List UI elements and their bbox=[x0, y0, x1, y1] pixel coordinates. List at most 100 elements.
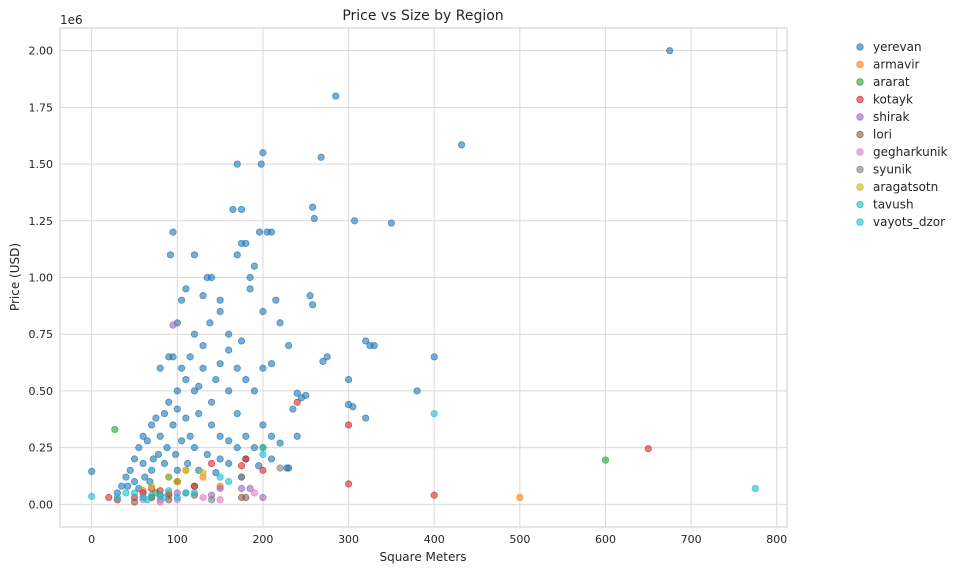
data-point-yerevan bbox=[225, 459, 233, 468]
data-point-yerevan bbox=[149, 455, 157, 463]
data-point-yerevan bbox=[267, 360, 276, 368]
data-point-yerevan bbox=[233, 444, 241, 452]
data-point-vayots_dzor bbox=[225, 478, 233, 486]
data-point-yerevan bbox=[430, 353, 438, 361]
data-point-yerevan bbox=[177, 437, 186, 445]
data-point-aragatsotn bbox=[173, 478, 181, 486]
data-point-yerevan bbox=[148, 466, 156, 474]
legend: yerevan armavir ararat kotayk shirak lori gegh… bbox=[856, 40, 948, 229]
legend-label: shirak bbox=[873, 110, 909, 124]
legend-entry-ararat: ararat bbox=[856, 75, 910, 89]
data-point-kotayk bbox=[190, 482, 199, 490]
data-point-kotayk bbox=[105, 493, 113, 502]
data-point-yerevan bbox=[156, 432, 164, 440]
data-point-yerevan bbox=[186, 432, 194, 440]
data-point-yerevan bbox=[666, 47, 674, 55]
legend-label: vayots_dzor bbox=[873, 215, 945, 229]
data-point-yerevan bbox=[139, 432, 147, 440]
y-tick-label: 1.75 bbox=[29, 101, 54, 114]
data-point-syunik bbox=[276, 464, 284, 472]
data-point-yerevan bbox=[285, 341, 293, 350]
legend-marker bbox=[856, 95, 864, 104]
data-point-yerevan bbox=[160, 459, 169, 468]
legend-label: syunik bbox=[873, 163, 912, 177]
data-point-yerevan bbox=[276, 439, 284, 447]
data-point-yerevan bbox=[156, 364, 164, 372]
data-point-yerevan bbox=[143, 437, 151, 445]
data-point-yerevan bbox=[237, 337, 246, 345]
data-point-yerevan bbox=[233, 251, 241, 259]
data-point-syunik bbox=[207, 496, 216, 504]
data-point-yerevan bbox=[306, 292, 314, 300]
data-point-yerevan bbox=[344, 375, 353, 384]
x-tick-label: 700 bbox=[681, 533, 702, 546]
data-point-yerevan bbox=[172, 450, 180, 459]
data-point-yerevan bbox=[309, 203, 317, 211]
legend-label: lori bbox=[873, 128, 892, 142]
y-offset-label: 1e6 bbox=[60, 13, 83, 27]
x-tick-label: 600 bbox=[595, 533, 616, 546]
data-point-yerevan bbox=[362, 414, 370, 422]
x-tick-label: 500 bbox=[509, 533, 530, 546]
data-point-yerevan bbox=[267, 455, 276, 463]
legend-entry-lori: lori bbox=[856, 128, 892, 142]
y-tick-label: 1.25 bbox=[29, 215, 54, 228]
data-point-yerevan bbox=[272, 296, 280, 304]
data-point-yerevan bbox=[182, 414, 190, 422]
data-point-kotayk bbox=[237, 462, 246, 470]
data-point-lori bbox=[237, 493, 246, 502]
legend-marker bbox=[856, 165, 864, 174]
series-yerevan bbox=[88, 47, 674, 497]
data-point-yerevan bbox=[233, 364, 241, 372]
data-point-yerevan bbox=[216, 307, 224, 316]
legend-marker bbox=[856, 218, 864, 226]
data-point-vayots_dzor bbox=[113, 493, 121, 502]
x-axis-ticks: 0 100 200 300 400 500 600 700 800 bbox=[88, 533, 787, 546]
legend-marker bbox=[856, 183, 864, 191]
y-tick-label: 2.00 bbox=[29, 45, 54, 58]
series-vayots_dzor bbox=[88, 409, 438, 504]
data-point-yerevan bbox=[148, 421, 156, 429]
data-point-yerevan bbox=[233, 160, 241, 168]
data-point-yerevan bbox=[203, 450, 211, 459]
data-point-yerevan bbox=[139, 459, 147, 468]
data-point-aragatsotn bbox=[148, 482, 156, 490]
data-point-gegharkunik bbox=[199, 493, 207, 502]
data-point-yerevan bbox=[118, 482, 126, 490]
y-tick-label: 1.50 bbox=[29, 158, 54, 171]
legend-label: gegharkunik bbox=[873, 145, 948, 159]
data-point-gegharkunik bbox=[216, 496, 224, 504]
data-point-yerevan bbox=[225, 346, 233, 354]
data-point-kotayk bbox=[207, 459, 216, 468]
legend-entry-kotayk: kotayk bbox=[856, 93, 913, 107]
data-point-yerevan bbox=[370, 341, 378, 350]
data-point-yerevan bbox=[165, 398, 173, 406]
data-point-shirak bbox=[216, 484, 224, 493]
data-point-yerevan bbox=[387, 219, 395, 227]
x-tick-label: 0 bbox=[88, 533, 95, 546]
data-point-yerevan bbox=[293, 389, 301, 397]
legend-label: armavir bbox=[873, 58, 920, 72]
data-point-yerevan bbox=[135, 444, 143, 452]
x-tick-label: 200 bbox=[252, 533, 273, 546]
data-point-yerevan bbox=[166, 251, 175, 259]
data-point-yerevan bbox=[250, 444, 258, 452]
data-point-yerevan bbox=[267, 228, 276, 236]
data-point-yerevan bbox=[199, 341, 207, 350]
data-point-yerevan bbox=[323, 353, 331, 361]
data-point-yerevan bbox=[255, 228, 264, 236]
data-point-yerevan bbox=[250, 387, 258, 395]
y-tick-label: 1.00 bbox=[29, 272, 54, 285]
data-point-yerevan bbox=[212, 468, 220, 477]
y-axis-ticks: 0.00 0.25 0.50 0.75 1.00 1.25 1.50 1.75 2.00 bbox=[29, 45, 54, 512]
data-point-yerevan bbox=[195, 409, 203, 418]
data-point-yerevan bbox=[242, 432, 250, 440]
data-point-aragatsotn bbox=[182, 466, 190, 474]
data-point-yerevan bbox=[259, 307, 267, 316]
data-point-yerevan bbox=[130, 478, 139, 486]
data-point-ararat bbox=[601, 456, 610, 464]
data-point-yerevan bbox=[207, 273, 216, 282]
data-points bbox=[88, 47, 759, 506]
data-point-vayots_dzor bbox=[165, 487, 173, 495]
